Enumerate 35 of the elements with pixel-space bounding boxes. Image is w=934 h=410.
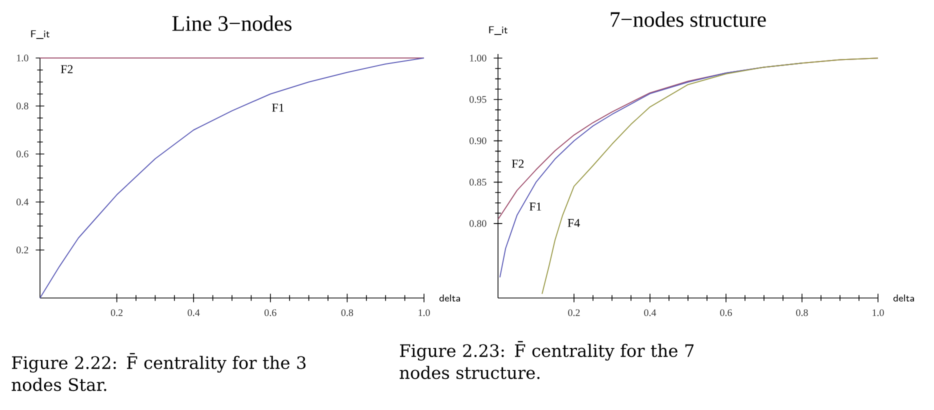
y-tick-label: 0.8 <box>16 102 28 110</box>
x-axis-title: delta <box>439 294 460 302</box>
x-axis-title: delta <box>893 294 914 302</box>
y-tick-label: 0.95 <box>470 96 486 103</box>
line-series <box>40 57 424 298</box>
series-label: F1 <box>272 104 284 112</box>
line-series <box>542 58 878 294</box>
x-tick-label: 1.0 <box>418 309 430 316</box>
x-tick-label: 0.8 <box>796 309 808 316</box>
y-tick-label: 1.0 <box>17 54 28 62</box>
caption: Figure 2.22: F̄ centrality for the 3 nodes Star. <box>12 353 306 392</box>
y-axis-title: F_it <box>489 26 508 35</box>
y-tick-label: 0.80 <box>470 220 486 227</box>
x-tick-label: 1.0 <box>872 309 884 316</box>
x-tick-label: 0.4 <box>644 309 656 316</box>
y-tick-label: 1.00 <box>470 54 486 62</box>
chart-title: 7−nodes structure <box>610 11 766 27</box>
y-tick-label: 0.2 <box>16 246 28 254</box>
x-tick-label: 0.2 <box>110 309 123 316</box>
caption: Figure 2.23: F̄ centrality for the 7 nodes structure. <box>400 341 694 380</box>
series-label: F2 <box>512 160 524 168</box>
series-label: F4 <box>568 219 580 227</box>
y-tick-label: 0.4 <box>16 198 29 206</box>
y-axis-title: F_it <box>31 30 50 39</box>
series-label: F1 <box>530 202 542 211</box>
y-tick-label: 0.6 <box>16 150 28 158</box>
y-tick-label: 0.85 <box>470 178 486 186</box>
y-tick-label: 0.90 <box>470 137 486 144</box>
x-tick-label: 0.6 <box>720 309 732 316</box>
x-tick-label: 0.8 <box>341 309 354 316</box>
x-tick-label: 0.2 <box>568 309 580 316</box>
x-tick-label: 0.4 <box>188 309 200 316</box>
x-tick-label: 0.6 <box>264 309 276 316</box>
chart-title: Line 3−nodes <box>172 15 292 31</box>
series-label: F2 <box>60 65 73 74</box>
